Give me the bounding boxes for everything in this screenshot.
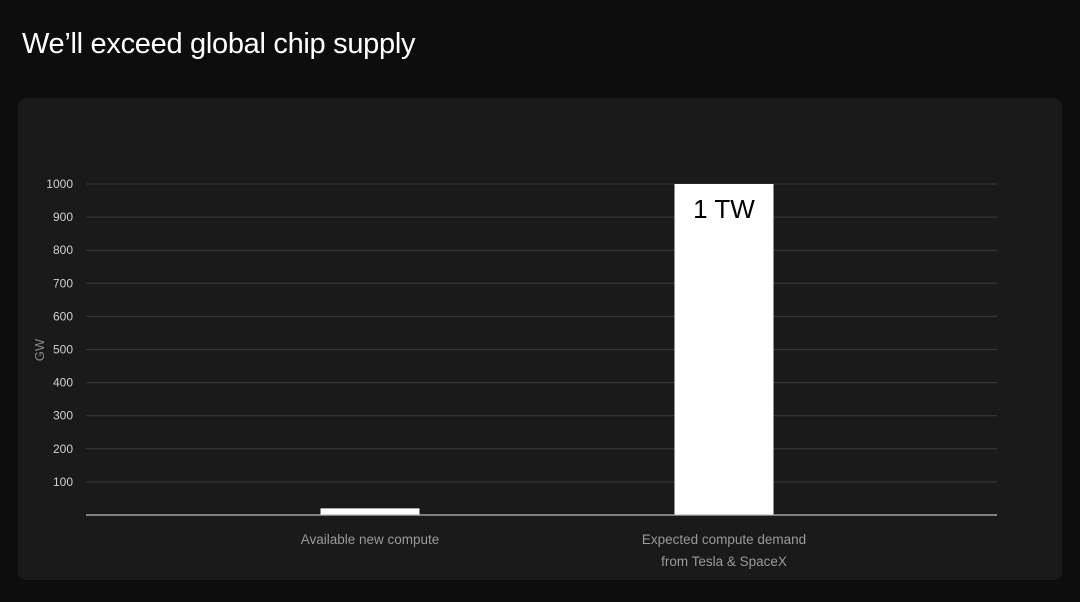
bar bbox=[674, 184, 774, 515]
y-tick-label: 1000 bbox=[46, 177, 73, 191]
y-tick-label: 800 bbox=[53, 243, 73, 257]
y-tick-label: 400 bbox=[53, 376, 73, 390]
y-tick-label: 100 bbox=[53, 475, 73, 489]
x-category-label: from Tesla & SpaceX bbox=[661, 554, 787, 569]
y-tick-label: 700 bbox=[53, 276, 73, 290]
y-tick-label: 500 bbox=[53, 343, 73, 357]
y-tick-label: 900 bbox=[53, 210, 73, 224]
x-category-label: Expected compute demand bbox=[642, 532, 806, 547]
chart-panel bbox=[18, 98, 1062, 580]
y-tick-label: 600 bbox=[53, 309, 73, 323]
bar-data-label: 1 TW bbox=[693, 194, 755, 224]
x-category-label: Available new compute bbox=[301, 532, 440, 547]
bar bbox=[320, 508, 420, 515]
y-axis-label: GW bbox=[32, 338, 47, 361]
y-tick-label: 300 bbox=[53, 409, 73, 423]
y-tick-label: 200 bbox=[53, 442, 73, 456]
page-title: We’ll exceed global chip supply bbox=[22, 28, 416, 60]
